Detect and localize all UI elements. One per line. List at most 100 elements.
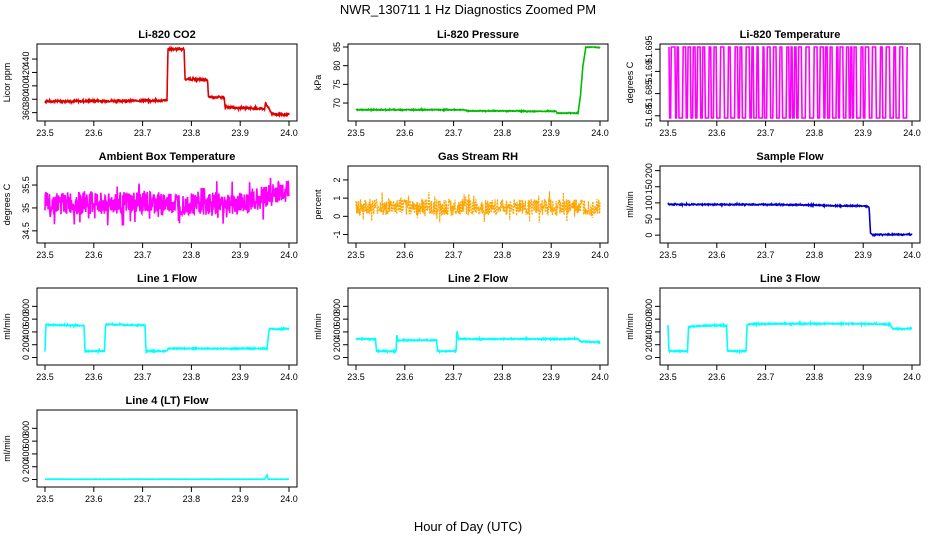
- y-tick-label: 80: [332, 61, 342, 71]
- y-tick-label: 35.5: [21, 176, 31, 194]
- plot-frame: [659, 287, 921, 366]
- y-tick-label: 0: [332, 214, 342, 219]
- panel-title: Line 2 Flow: [448, 273, 508, 285]
- x-tick-label: 23.5: [36, 128, 54, 138]
- panel-6: Sample Flow 23.5 23.6 23.7 23.8 23.9 24.0 0 50 10…: [625, 151, 921, 260]
- y-tick-label: 600: [21, 312, 31, 327]
- plot-frame: [347, 287, 609, 366]
- x-tick-label: 23.8: [183, 128, 201, 138]
- series-line: [667, 201, 913, 238]
- series-line: [667, 319, 913, 355]
- y-tick-label: 400: [21, 324, 31, 339]
- x-tick-label: 23.8: [494, 128, 512, 138]
- y-axis-label: degrees C: [2, 183, 12, 225]
- series-line: [44, 321, 290, 356]
- plot-frame: [36, 43, 298, 122]
- x-tick-label: 23.7: [134, 128, 152, 138]
- series-line: [45, 472, 290, 481]
- y-tick-label: 440: [21, 52, 31, 67]
- panel-title: Line 1 Flow: [137, 273, 197, 285]
- x-tick-label: 23.6: [396, 250, 414, 260]
- series-line: [355, 191, 601, 223]
- figure-title: NWR_130711 1 Hz Diagnostics Zoomed PM: [340, 2, 596, 17]
- x-tick-label: 23.6: [708, 372, 726, 382]
- plot-frame: [347, 43, 609, 122]
- series-line: [668, 46, 908, 119]
- y-tick-label: 400: [332, 324, 342, 339]
- y-tick-label: 200: [332, 337, 342, 352]
- x-tick-label: 23.5: [659, 128, 677, 138]
- y-tick-label: 200: [21, 337, 31, 352]
- y-axis-label: ml/min: [625, 191, 635, 218]
- x-tick-label: 23.5: [347, 372, 365, 382]
- x-tick-label: 23.6: [85, 494, 103, 504]
- x-tick-label: 23.6: [708, 128, 726, 138]
- panel-4: Ambient Box Temperature 23.5 23.6 23.7 23.8 2…: [2, 151, 298, 260]
- panel-title: Gas Stream RH: [438, 151, 518, 163]
- panel-10: Line 4 (LT) Flow 23.5 23.6 23.7 23.8 23.9 24.0…: [2, 395, 298, 504]
- x-tick-label: 23.8: [183, 250, 201, 260]
- x-tick-label: 24.0: [280, 372, 298, 382]
- x-tick-label: 23.5: [659, 250, 677, 260]
- y-tick-label: 420: [21, 65, 31, 80]
- x-tick-label: 23.7: [134, 494, 152, 504]
- panel-title: Ambient Box Temperature: [99, 151, 236, 163]
- y-axis-label: percent: [313, 189, 323, 220]
- y-tick-label: 600: [21, 434, 31, 449]
- x-tick-label: 23.6: [85, 250, 103, 260]
- x-tick-label: 23.8: [494, 372, 512, 382]
- series-line: [355, 331, 601, 355]
- y-tick-label: 800: [21, 299, 31, 314]
- y-tick-label: 200: [21, 459, 31, 474]
- panel-5: Gas Stream RH 23.5 23.6 23.7 23.8 23.9 24.0 -1 0…: [313, 151, 609, 260]
- x-tick-label: 24.0: [903, 128, 921, 138]
- x-tick-label: 23.7: [757, 250, 775, 260]
- x-tick-label: 23.8: [806, 250, 824, 260]
- y-tick-label: 70: [332, 98, 342, 108]
- x-tick-label: 23.7: [445, 372, 463, 382]
- x-tick-label: 23.7: [757, 128, 775, 138]
- y-tick-label: 600: [644, 312, 654, 327]
- x-tick-label: 23.9: [542, 372, 560, 382]
- x-tick-label: 23.5: [36, 250, 54, 260]
- y-tick-label: 100: [644, 195, 654, 210]
- y-axis-label: ml/min: [313, 313, 323, 340]
- panels-grid: Li-820 CO2 23.5 23.6 23.7 23.8 23.9 24.0 360380…: [2, 29, 921, 504]
- x-tick-label: 23.5: [347, 250, 365, 260]
- x-tick-label: 24.0: [903, 250, 921, 260]
- y-tick-label: 51.69: [644, 60, 654, 83]
- plot-frame: [659, 165, 921, 244]
- x-tick-label: 23.7: [445, 128, 463, 138]
- panel-title: Line 4 (LT) Flow: [126, 395, 209, 407]
- plot-frame: [36, 409, 298, 488]
- y-tick-label: 75: [332, 79, 342, 89]
- y-axis-label: ml/min: [2, 313, 12, 340]
- x-tick-label: 23.9: [231, 250, 249, 260]
- x-tick-label: 23.6: [85, 128, 103, 138]
- y-tick-label: 85: [332, 42, 342, 52]
- x-tick-label: 23.8: [183, 372, 201, 382]
- x-tick-label: 24.0: [591, 250, 609, 260]
- y-tick-label: 400: [644, 324, 654, 339]
- x-tick-label: 23.8: [183, 494, 201, 504]
- panel-title: Li-820 Pressure: [437, 29, 519, 41]
- plot-frame: [347, 165, 609, 244]
- x-tick-label: 23.9: [542, 250, 560, 260]
- y-tick-label: 380: [21, 92, 31, 107]
- y-tick-label: 0: [644, 355, 654, 360]
- y-tick-label: 360: [21, 105, 31, 120]
- x-tick-label: 24.0: [591, 128, 609, 138]
- y-tick-label: 200: [644, 163, 654, 178]
- y-tick-label: 200: [644, 337, 654, 352]
- y-tick-label: 400: [21, 78, 31, 93]
- panel-9: Line 3 Flow 23.5 23.6 23.7 23.8 23.9 24.0 0 2004…: [625, 273, 921, 382]
- x-tick-label: 23.6: [396, 128, 414, 138]
- x-tick-label: 24.0: [280, 250, 298, 260]
- x-tick-label: 24.0: [280, 128, 298, 138]
- y-tick-label: 600: [332, 312, 342, 327]
- x-tick-label: 23.8: [806, 372, 824, 382]
- y-tick-label: 2: [332, 177, 342, 182]
- x-tick-label: 23.5: [36, 372, 54, 382]
- y-tick-label: 35: [21, 203, 31, 213]
